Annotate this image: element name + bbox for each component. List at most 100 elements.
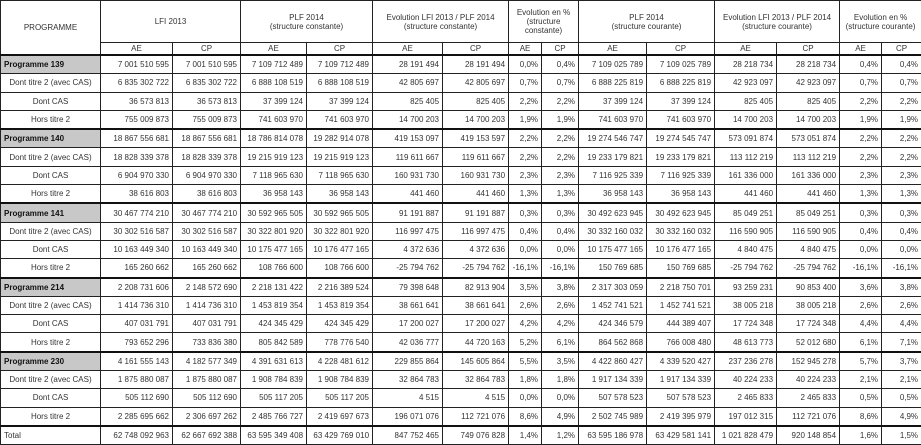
table-cell: 42 036 777 — [373, 333, 443, 352]
table-cell: 2,2% — [509, 92, 542, 110]
row-label: Total — [1, 426, 101, 445]
table-cell: 62 667 692 388 — [173, 426, 241, 445]
table-cell: 113 112 219 — [715, 148, 777, 166]
table-cell: 1 453 819 354 — [241, 296, 307, 314]
table-cell: 0,4% — [542, 222, 579, 240]
table-cell: 42 805 697 — [443, 74, 509, 92]
table-cell: 2,3% — [882, 166, 921, 184]
table-cell: 161 336 000 — [777, 166, 840, 184]
table-cell: 30 322 801 920 — [307, 222, 373, 240]
subheader-cell: AE — [840, 43, 882, 56]
table-cell: 1,9% — [840, 110, 882, 129]
table-cell: 741 603 970 — [307, 110, 373, 129]
table-cell: -25 794 762 — [715, 259, 777, 278]
table-cell: 116 590 905 — [777, 222, 840, 240]
table-cell: 2 485 766 727 — [241, 407, 307, 426]
table-cell: 196 071 076 — [373, 407, 443, 426]
table-cell: 150 769 685 — [647, 259, 715, 278]
table-cell: 2,6% — [509, 296, 542, 314]
table-cell: 30 592 965 505 — [307, 203, 373, 222]
table-cell: 2 218 750 701 — [647, 278, 715, 297]
subheader-cell: AE — [101, 43, 173, 56]
table-cell: 7,1% — [882, 333, 921, 352]
table-cell: 108 766 600 — [241, 259, 307, 278]
group-header-line: LFI 2013 — [155, 17, 187, 26]
table-cell: 237 236 278 — [715, 352, 777, 371]
table-cell: 116 997 475 — [443, 222, 509, 240]
table-cell: 864 562 868 — [579, 333, 647, 352]
table-cell: 766 008 480 — [647, 333, 715, 352]
table-cell: 2 208 731 606 — [101, 278, 173, 297]
table-cell: 441 460 — [777, 185, 840, 204]
table-cell: 507 578 523 — [647, 389, 715, 407]
table-cell: 3,8% — [882, 278, 921, 297]
table-cell: 63 429 769 010 — [307, 426, 373, 445]
table-cell: 7 118 965 630 — [241, 166, 307, 184]
table-cell: 2,2% — [542, 92, 579, 110]
table-cell: 4 372 636 — [443, 240, 509, 258]
table-cell: 119 611 667 — [443, 148, 509, 166]
table-cell: 19 233 179 821 — [647, 148, 715, 166]
table-cell: 42 923 097 — [715, 74, 777, 92]
table-cell: 2,1% — [840, 371, 882, 389]
table-cell: 10 176 477 165 — [307, 240, 373, 258]
subheader-cell: CP — [307, 43, 373, 56]
subheader-cell: CP — [777, 43, 840, 56]
table-cell: 28 191 494 — [443, 55, 509, 74]
table-cell: 4 372 636 — [373, 240, 443, 258]
table-cell: 2,2% — [882, 92, 921, 110]
table-cell: 0,4% — [542, 55, 579, 74]
table-cell: 38 616 803 — [101, 185, 173, 204]
table-cell: 0,3% — [542, 203, 579, 222]
table-cell: 17 200 027 — [373, 315, 443, 333]
table-cell: 10 175 477 165 — [579, 240, 647, 258]
table-cell: 0,5% — [882, 389, 921, 407]
table-cell: 2,6% — [882, 296, 921, 314]
table-cell: 0,4% — [840, 55, 882, 74]
table-cell: 1,3% — [542, 185, 579, 204]
table-cell: -25 794 762 — [777, 259, 840, 278]
table-cell: 2 306 697 262 — [173, 407, 241, 426]
table-cell: 1,9% — [509, 110, 542, 129]
table-cell: 30 332 160 032 — [579, 222, 647, 240]
table-cell: 7 118 965 630 — [307, 166, 373, 184]
row-label: Programme 140 — [1, 129, 101, 148]
table-cell: 419 153 097 — [373, 129, 443, 148]
group-header-line: Evolution en % — [854, 13, 907, 22]
subheader-cell: AE — [715, 43, 777, 56]
table-cell: 160 931 730 — [443, 166, 509, 184]
row-label: Hors titre 2 — [1, 259, 101, 278]
table-cell: 825 405 — [715, 92, 777, 110]
row-label: Hors titre 2 — [1, 185, 101, 204]
table-cell: 6,1% — [542, 333, 579, 352]
table-cell: 0,4% — [882, 55, 921, 74]
table-cell: 165 260 662 — [173, 259, 241, 278]
table-cell: 1 908 784 839 — [241, 371, 307, 389]
table-cell: 441 460 — [373, 185, 443, 204]
table-cell: 4,2% — [509, 315, 542, 333]
table-cell: 2,1% — [882, 371, 921, 389]
table-cell: 1,5% — [882, 426, 921, 445]
table-cell: 7 116 925 339 — [647, 166, 715, 184]
group-header-line: (structure constante) — [404, 22, 477, 31]
table-cell: 0,0% — [542, 389, 579, 407]
subheader-cell: AE — [241, 43, 307, 56]
table-cell: 1 414 736 310 — [173, 296, 241, 314]
table-cell: 30 322 801 920 — [241, 222, 307, 240]
table-cell: 741 603 970 — [647, 110, 715, 129]
table-cell: 63 595 186 978 — [579, 426, 647, 445]
table-cell: 40 224 233 — [777, 371, 840, 389]
table-cell: 36 958 143 — [647, 185, 715, 204]
table-cell: 19 215 919 123 — [241, 148, 307, 166]
row-label: Dont titre 2 (avec CAS) — [1, 222, 101, 240]
table-cell: 6 888 108 519 — [241, 74, 307, 92]
table-cell: 36 958 143 — [579, 185, 647, 204]
group-header-line: constante) — [525, 26, 562, 35]
subheader-cell: AE — [509, 43, 542, 56]
table-cell: 18 867 556 681 — [101, 129, 173, 148]
row-label: Programme 230 — [1, 352, 101, 371]
